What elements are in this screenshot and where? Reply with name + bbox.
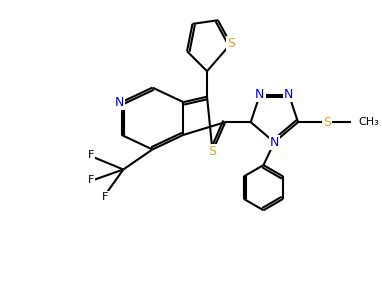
Text: F: F [87, 175, 94, 185]
Text: N: N [270, 136, 279, 149]
Text: S: S [323, 116, 331, 129]
Text: N: N [284, 88, 294, 101]
Text: S: S [209, 145, 217, 158]
Text: CH₃: CH₃ [359, 117, 380, 127]
Text: S: S [227, 37, 235, 50]
Text: N: N [255, 88, 264, 101]
Text: N: N [115, 96, 125, 109]
Text: F: F [87, 150, 94, 160]
Text: F: F [102, 192, 108, 202]
